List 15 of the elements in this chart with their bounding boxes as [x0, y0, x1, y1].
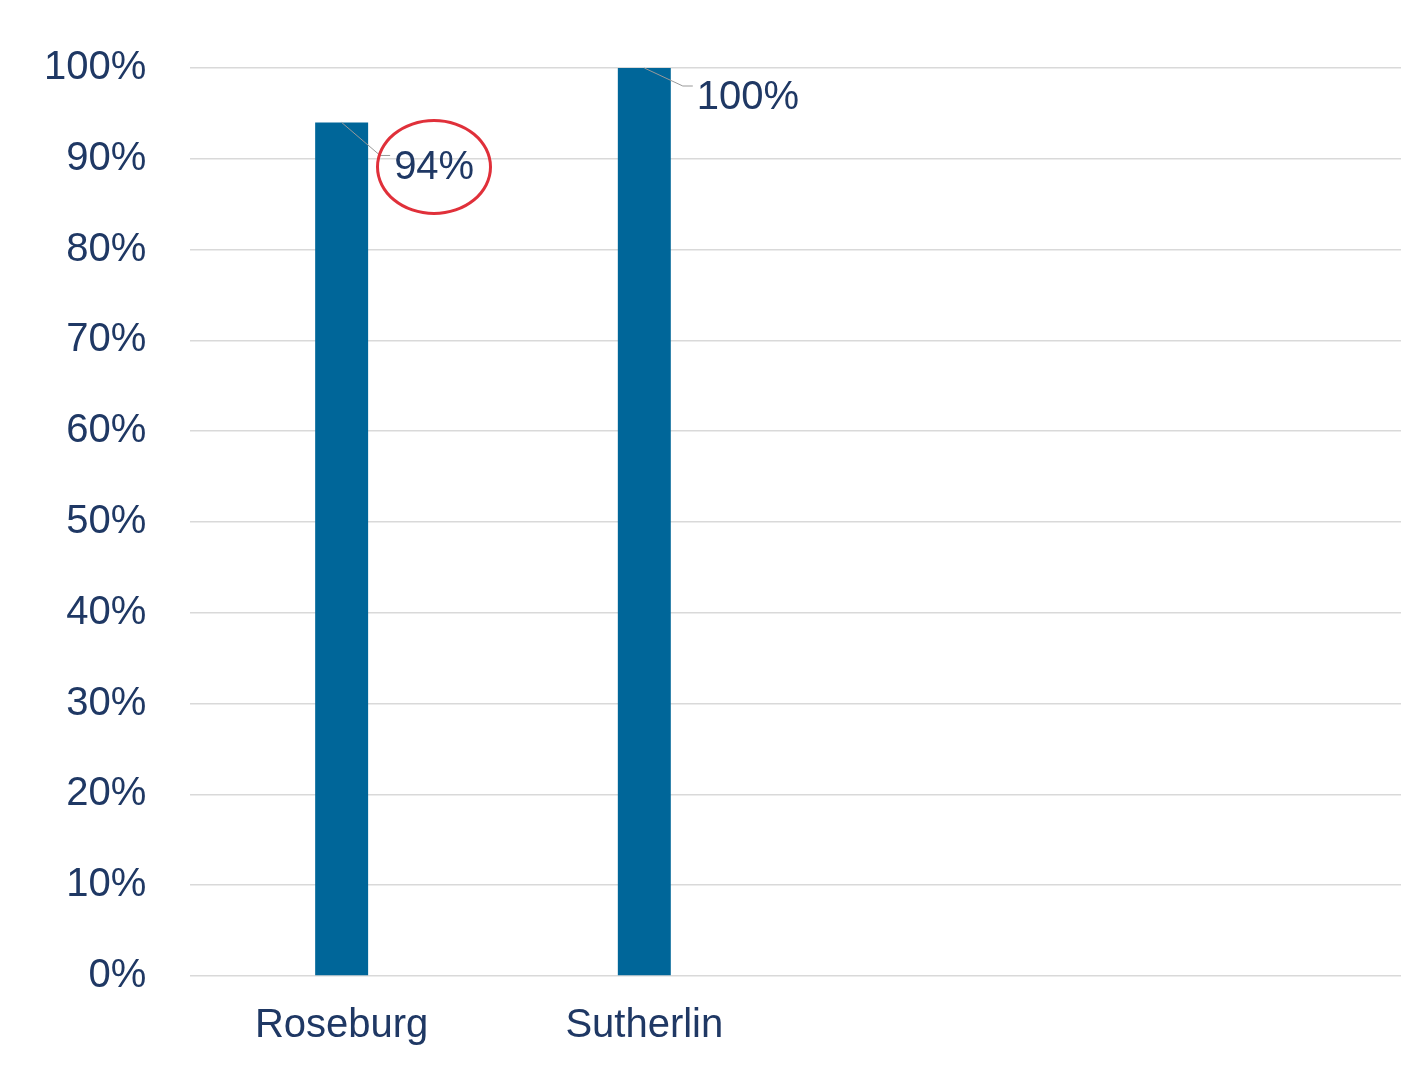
y-tick-label: 90%: [66, 133, 147, 178]
y-tick-label: 100%: [43, 43, 147, 88]
y-tick-label: 30%: [66, 678, 147, 723]
data-label: 100%: [696, 73, 800, 118]
y-tick-label: 70%: [66, 315, 147, 360]
x-tick-label: Sutherlin: [565, 1001, 724, 1046]
y-tick-label: 60%: [66, 406, 147, 451]
y-tick-label: 80%: [66, 224, 147, 269]
y-tick-label: 50%: [66, 497, 147, 542]
x-tick-label: Roseburg: [254, 1001, 429, 1046]
y-tick-label: 10%: [66, 860, 147, 905]
data-label: 94%: [394, 142, 475, 187]
y-tick-label: 40%: [66, 587, 147, 632]
y-tick-label: 20%: [66, 769, 147, 814]
y-tick-label: 0%: [88, 951, 147, 996]
